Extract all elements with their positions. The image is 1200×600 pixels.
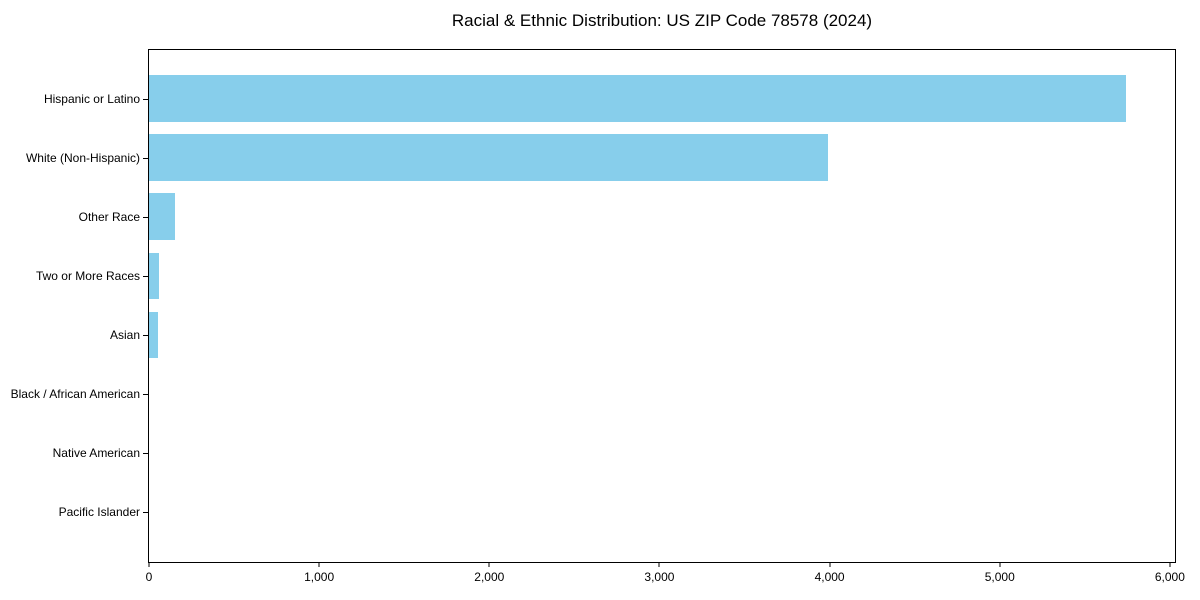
category-row: Two or More Races [36, 246, 1175, 305]
category-label: Hispanic or Latino [43, 91, 140, 106]
x-tick-label: 6,000 [1154, 570, 1185, 584]
x-tick-label: 5,000 [984, 570, 1015, 584]
x-tick-label: 3,000 [644, 570, 675, 584]
x-tick-label: 1,000 [304, 570, 335, 584]
category-row: White (Non-Hispanic) [26, 128, 1175, 187]
category-row: Asian [110, 306, 1175, 365]
bar [149, 134, 828, 182]
y-tick-mark [143, 216, 148, 218]
x-tick-label: 4,000 [814, 570, 845, 584]
bar [149, 252, 160, 300]
y-tick-mark [143, 98, 148, 100]
bar [149, 75, 1126, 122]
x-tick-mark [999, 563, 1001, 567]
category-label: Two or More Races [35, 268, 140, 283]
category-label: Native American [52, 446, 140, 461]
bars-container: Hispanic or Latino White (Non-Hispanic) Ot… [11, 50, 1175, 562]
category-label: White (Non-Hispanic) [25, 150, 140, 165]
x-tick-mark [829, 563, 831, 567]
chart-title: Racial & Ethnic Distribution: US ZIP Cod… [451, 11, 873, 30]
y-tick-mark [143, 394, 148, 396]
x-tick-mark [318, 563, 320, 567]
category-row: Native American [53, 424, 1175, 483]
x-tick-label: 2,000 [474, 570, 505, 584]
category-label: Pacific Islander [58, 505, 140, 520]
y-tick-mark [143, 275, 148, 277]
plot-area: Hispanic or Latino White (Non-Hispanic) Ot… [11, 49, 1185, 584]
category-row: Hispanic or Latino [44, 69, 1175, 128]
category-label: Asian [109, 328, 140, 343]
bar [149, 193, 176, 241]
category-label: Black / African American [10, 387, 140, 402]
x-tick-mark [658, 563, 660, 567]
category-label: Other Race [78, 209, 140, 224]
bar [149, 311, 158, 359]
x-tick-mark [488, 563, 490, 567]
y-tick-mark [143, 453, 148, 455]
category-row: Black / African American [11, 365, 1175, 424]
y-tick-mark [143, 157, 148, 159]
y-tick-mark [143, 335, 148, 337]
x-tick-label: 0 [145, 570, 153, 584]
x-tick-mark [148, 563, 150, 567]
x-tick-mark [1169, 563, 1171, 567]
category-row: Pacific Islander [59, 483, 1175, 542]
category-row: Other Race [79, 187, 1175, 246]
y-tick-mark [143, 512, 148, 514]
